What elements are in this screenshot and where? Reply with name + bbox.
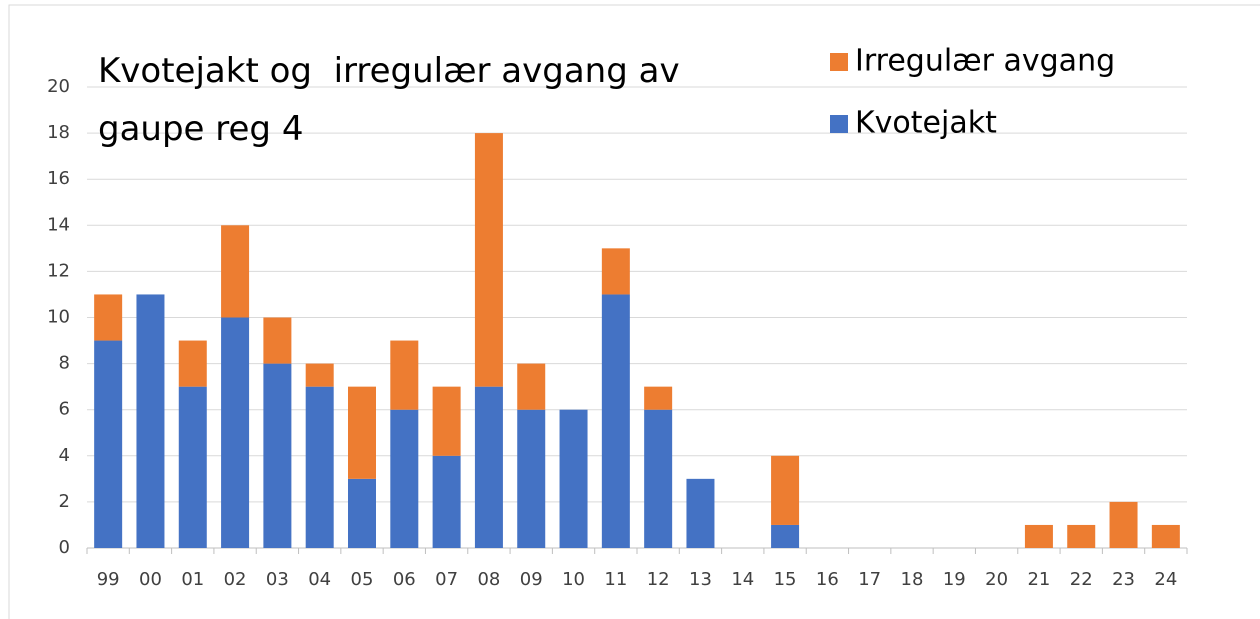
x-tick-label: 03 [266, 569, 289, 590]
x-tick-label: 09 [520, 569, 543, 590]
bar-segment [94, 294, 123, 341]
x-tick-label: 99 [97, 569, 120, 590]
x-tick-label: 07 [435, 569, 458, 590]
x-tick-label: 05 [351, 569, 374, 590]
bar-segment [601, 294, 630, 548]
bar-segment [263, 317, 292, 364]
x-tick-label: 24 [1154, 569, 1177, 590]
bar-segment [221, 317, 250, 548]
x-tick-label: 22 [1070, 569, 1093, 590]
bar-segment [390, 340, 419, 410]
bar-segment [644, 386, 673, 410]
bar-segment [771, 524, 800, 548]
x-tick-label: 06 [393, 569, 416, 590]
bar-segment [1109, 501, 1138, 548]
bar-segment [221, 225, 250, 318]
bar-segment [178, 340, 207, 387]
x-tick-label: 19 [943, 569, 966, 590]
x-tick-label: 02 [224, 569, 247, 590]
bar-segment [348, 386, 376, 479]
bar-segment [474, 386, 503, 548]
chart-title: Kvotejakt og irregulær avgang av gaupe r… [98, 51, 691, 149]
legend-label: Kvotejakt [855, 106, 997, 141]
bar-segment [517, 409, 546, 548]
bar-segment [644, 409, 673, 548]
bar-segment [136, 294, 165, 548]
x-tick-label: 12 [647, 569, 670, 590]
bar-segment [305, 363, 334, 387]
x-tick-label: 15 [774, 569, 797, 590]
y-tick-label: 18 [47, 122, 70, 143]
bar-segment [178, 386, 207, 548]
bar-segment [771, 455, 800, 525]
x-tick-label: 04 [308, 569, 331, 590]
y-tick-label: 20 [47, 76, 70, 97]
chart-border [8, 4, 1260, 619]
bar-segment [517, 363, 546, 410]
bar-segment [559, 409, 588, 548]
bar-segment [432, 386, 461, 456]
x-tick-label: 21 [1027, 569, 1050, 590]
x-tick-label: 16 [816, 569, 839, 590]
y-tick-label: 8 [59, 353, 70, 374]
x-tick-label: 23 [1112, 569, 1135, 590]
y-tick-label: 12 [47, 260, 70, 281]
x-tick-label: 10 [562, 569, 585, 590]
y-tick-label: 0 [59, 537, 70, 558]
legend-swatch [830, 53, 848, 71]
bar-segment [263, 363, 292, 548]
bar-segment [305, 386, 334, 548]
x-tick-label: 20 [985, 569, 1008, 590]
bar-segment [474, 133, 503, 387]
x-tick-label: 00 [139, 569, 162, 590]
legend-label: Irregulær avgang [855, 44, 1115, 79]
x-tick-label: 11 [604, 569, 627, 590]
bar-segment [432, 455, 461, 548]
bar-segment [348, 478, 376, 548]
y-tick-label: 14 [47, 214, 70, 235]
legend-swatch [830, 115, 848, 133]
bar-segment [1067, 524, 1096, 548]
x-tick-label: 13 [689, 569, 712, 590]
x-tick-label: 01 [181, 569, 204, 590]
x-tick-label: 08 [477, 569, 500, 590]
y-tick-label: 2 [59, 491, 70, 512]
bar-segment [686, 478, 715, 548]
bar-segment [94, 340, 123, 548]
bar-segment [1151, 524, 1180, 548]
y-tick-label: 4 [59, 445, 70, 466]
y-tick-label: 16 [47, 168, 70, 189]
bar-segment [1024, 524, 1053, 548]
bar-segment [390, 409, 419, 548]
y-tick-label: 10 [47, 307, 70, 328]
x-tick-label: 17 [858, 569, 881, 590]
x-tick-label: 18 [901, 569, 924, 590]
bar-segment [601, 248, 630, 295]
y-tick-label: 6 [59, 399, 70, 420]
x-tick-label: 14 [731, 569, 754, 590]
